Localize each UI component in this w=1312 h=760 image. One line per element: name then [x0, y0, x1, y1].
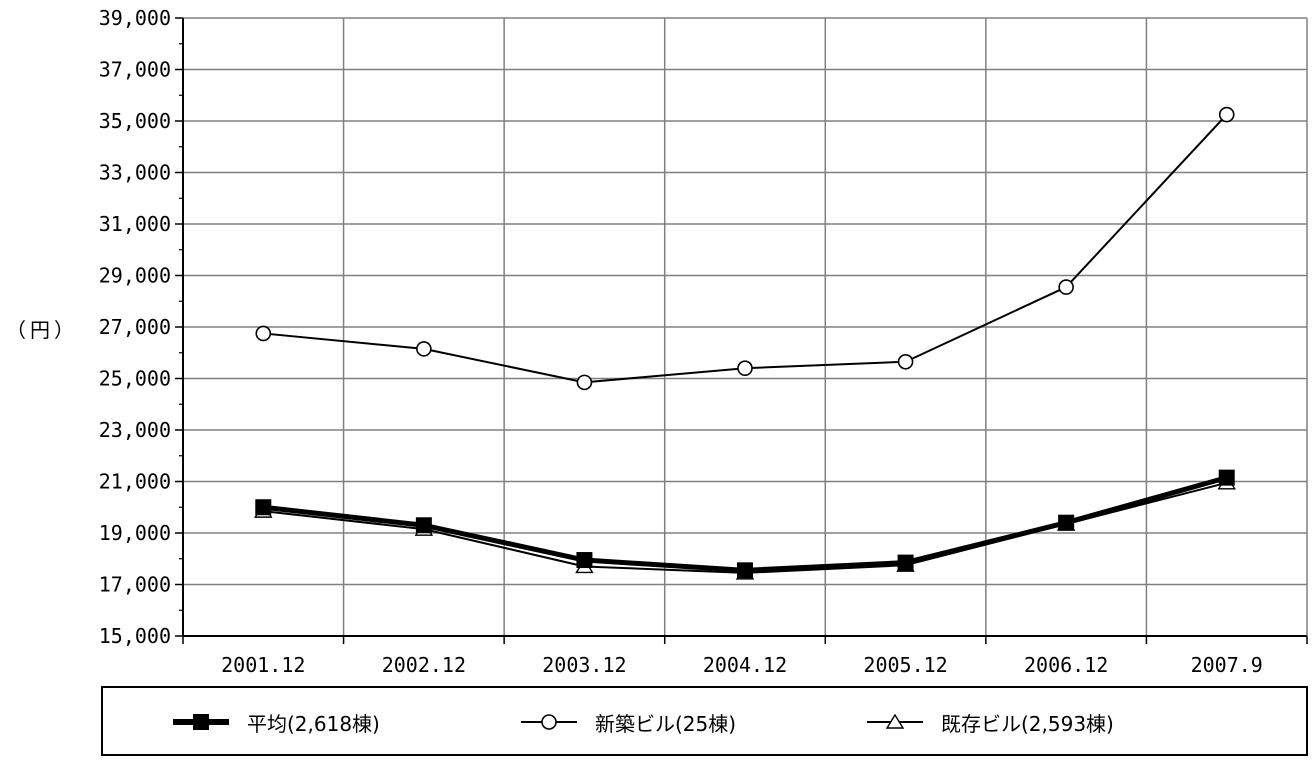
y-tick-label: 17,000	[99, 573, 171, 597]
x-tick-label: 2002.12	[382, 653, 466, 677]
x-tick-label: 2003.12	[542, 653, 626, 677]
x-tick-label: 2007.9	[1191, 653, 1263, 677]
series-line	[263, 113, 1228, 384]
data-point-circle	[1218, 106, 1235, 123]
y-tick-label: 21,000	[99, 470, 171, 494]
legend-item-average: 平均(2,618棟)	[173, 707, 380, 737]
y-tick-label: 29,000	[99, 264, 171, 288]
data-point-square	[1058, 514, 1075, 531]
data-point-circle	[416, 341, 432, 357]
data-point-square	[415, 517, 432, 534]
series-0	[255, 469, 1235, 579]
y-tick-label: 31,000	[99, 212, 171, 236]
y-axis-label: （円）	[6, 318, 78, 342]
legend-item-existing-buildings: 既存ビル(2,593棟)	[867, 707, 1114, 737]
y-tick-label: 39,000	[99, 6, 171, 30]
series-line	[263, 475, 1228, 573]
data-point-circle	[897, 353, 914, 370]
y-tick-label: 23,000	[99, 418, 171, 442]
data-point-square	[737, 562, 753, 579]
y-tick-label: 19,000	[99, 521, 171, 545]
x-tick-labels: 2001.12 2002.12 2003.12 2004.12 2005.12 2006.…	[221, 653, 1263, 677]
x-tick-label: 2005.12	[863, 653, 947, 677]
data-point-square	[1218, 469, 1235, 486]
legend-label-average: 平均(2,618棟)	[247, 711, 380, 736]
data-point-square	[897, 554, 914, 571]
y-tick-label: 35,000	[99, 109, 171, 133]
y-tick-labels: 15,000 17,000 19,000 21,000 23,000 25,000 27,0…	[99, 6, 171, 648]
data-point-square	[255, 499, 272, 516]
legend: 平均(2,618棟) 新築ビル(25棟) 既存ビル(2,593棟)	[101, 686, 1308, 756]
y-tick-label: 25,000	[99, 367, 171, 391]
y-tick-label: 15,000	[99, 624, 171, 648]
series-line	[263, 481, 1227, 574]
series-1	[255, 106, 1235, 391]
axes	[175, 17, 1308, 644]
grid-lines	[183, 17, 1308, 637]
series-group	[254, 106, 1236, 580]
y-tick-label: 33,000	[99, 161, 171, 185]
hollow-triangle-marker-icon	[867, 713, 923, 729]
data-point-circle	[255, 325, 272, 342]
y-tick-label: 37,000	[99, 58, 171, 82]
data-point-square	[576, 552, 593, 569]
line-chart: 15,000 17,000 19,000 21,000 23,000 25,000 27,0…	[99, 6, 1308, 677]
legend-label-new-buildings: 新築ビル(25棟)	[595, 711, 737, 736]
filled-square-marker-icon	[173, 714, 229, 730]
y-tick-label: 27,000	[99, 315, 171, 339]
hollow-circle-marker-icon	[521, 714, 577, 730]
x-tick-label: 2001.12	[221, 653, 305, 677]
legend-label-existing-buildings: 既存ビル(2,593棟)	[941, 711, 1114, 736]
data-point-circle	[1058, 279, 1074, 295]
x-tick-label: 2004.12	[703, 653, 787, 677]
x-tick-label: 2006.12	[1024, 653, 1108, 677]
data-point-circle	[737, 360, 753, 377]
data-point-circle	[576, 374, 593, 391]
legend-item-new-buildings: 新築ビル(25棟)	[521, 707, 736, 737]
